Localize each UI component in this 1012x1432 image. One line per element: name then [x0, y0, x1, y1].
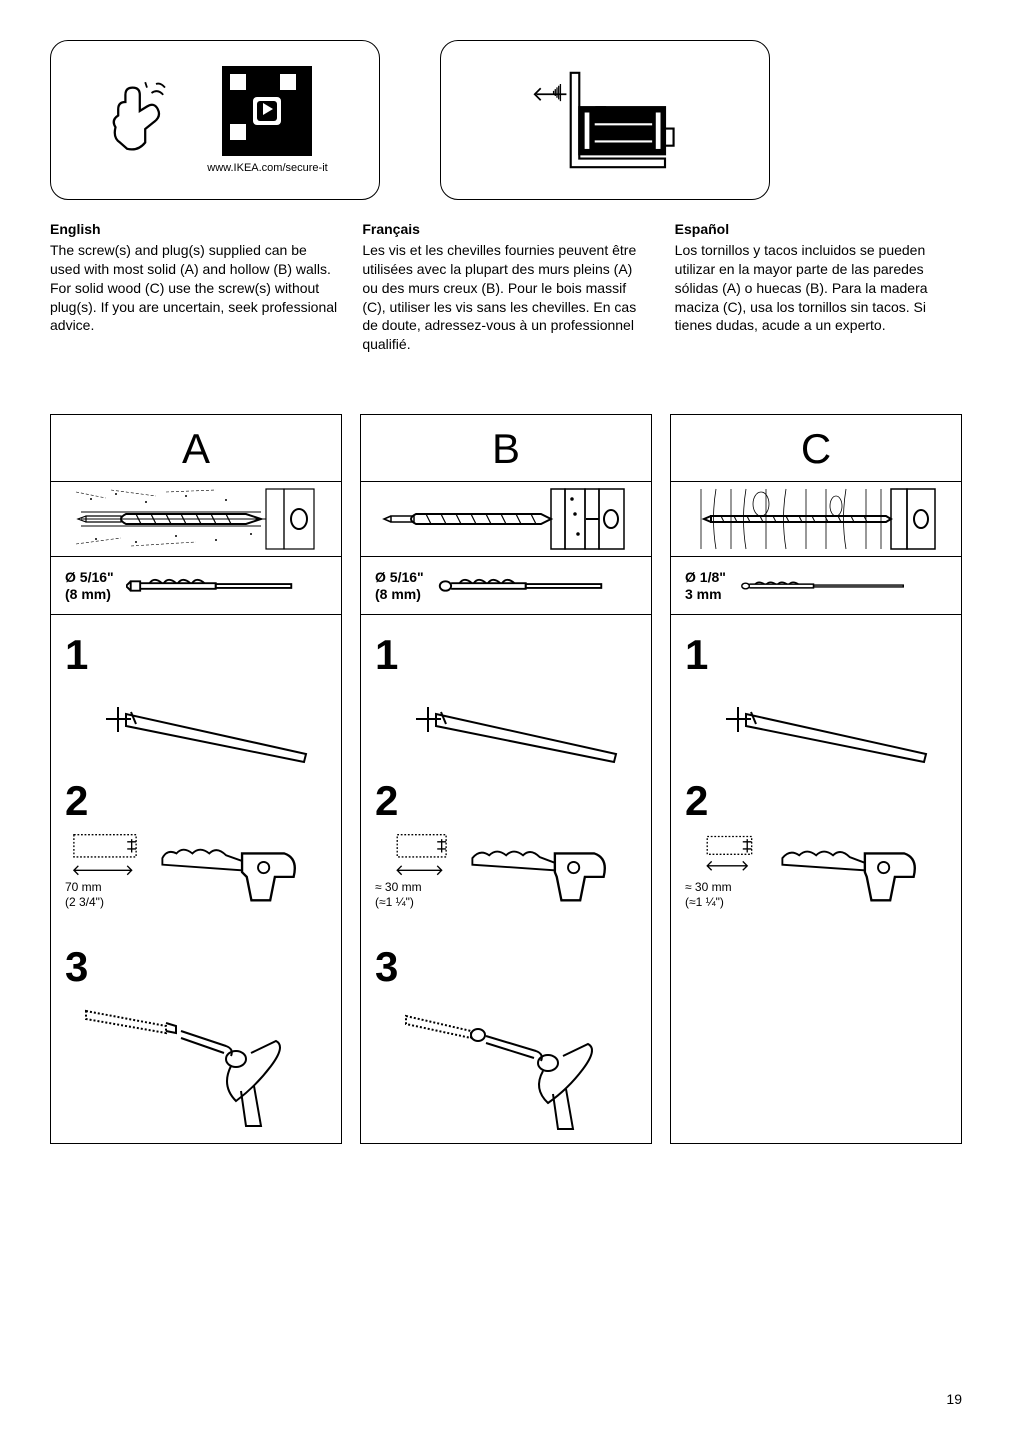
masonry-bit-icon [436, 571, 606, 601]
step-3-hammer-b [375, 991, 637, 1131]
step-3-num-b: 3 [375, 943, 637, 991]
drill-mm-a: (8 mm) [65, 586, 114, 603]
panel-letter-b: B [361, 415, 651, 481]
wall-section-a [51, 481, 341, 556]
column-francais: Français Les vis et les chevilles fourni… [362, 220, 649, 354]
step-1-mark-c [685, 679, 947, 769]
step-2-num-c: 2 [685, 777, 947, 825]
depth-mm-b: ≈ 30 mm [375, 880, 455, 894]
drill-size-a: Ø 5/16" (8 mm) [51, 556, 341, 614]
column-english: English The screw(s) and plug(s) supplie… [50, 220, 337, 354]
depth-in-b: (≈1 ¼") [375, 895, 455, 909]
drill-size-b: Ø 5/16" (8 mm) [361, 556, 651, 614]
depth-mm-c: ≈ 30 mm [685, 880, 765, 894]
drill-size-c: Ø 1/8" 3 mm [671, 556, 961, 614]
depth-in-c: (≈1 ¼") [685, 895, 765, 909]
step-3-hammer-a [65, 991, 327, 1131]
step-2-drill-a: 70 mm (2 3/4") [65, 825, 327, 935]
instruction-text-columns: English The screw(s) and plug(s) supplie… [50, 220, 962, 354]
step-3-num: 3 [65, 943, 327, 991]
wall-section-b [361, 481, 651, 556]
masonry-bit-icon [126, 571, 296, 601]
bracket-diagram-box [440, 40, 770, 200]
wall-section-c [671, 481, 961, 556]
step-2-drill-b: ≈ 30 mm (≈1 ¼") [375, 825, 637, 935]
heading-fr: Français [362, 220, 649, 239]
step-2-drill-c: ≈ 30 mm (≈1 ¼") [685, 825, 947, 935]
panel-letter-a: A [51, 415, 341, 481]
column-espanol: Español Los tornillos y tacos incluidos … [675, 220, 962, 354]
drill-icon [153, 825, 303, 910]
heading-es: Español [675, 220, 962, 239]
step-1-num-b: 1 [375, 631, 637, 679]
body-es: Los tornillos y tacos incluidos se puede… [675, 242, 928, 334]
step-2-num: 2 [65, 777, 327, 825]
drill-mm-b: (8 mm) [375, 586, 424, 603]
body-fr: Les vis et les chevilles fournies peuven… [362, 242, 636, 352]
depth-mm-a: 70 mm [65, 880, 145, 894]
step-1-mark-a [65, 679, 327, 769]
panel-c: C Ø 1/8" 3 mm [670, 414, 962, 1144]
drill-dia-b: Ø 5/16" [375, 569, 424, 586]
step-1-mark-b [375, 679, 637, 769]
qr-info-box: www.IKEA.com/secure-it [50, 40, 380, 200]
qr-url: www.IKEA.com/secure-it [207, 162, 327, 174]
page-number: 19 [946, 1391, 962, 1407]
pointing-hand-icon [102, 75, 192, 165]
drill-icon [463, 825, 613, 910]
heading-en: English [50, 220, 337, 239]
step-1-num: 1 [65, 631, 327, 679]
wall-bracket-icon [515, 60, 695, 180]
wood-bit-icon [738, 575, 908, 597]
drill-icon [773, 825, 923, 910]
panel-b: B Ø 5/16" (8 mm) [360, 414, 652, 1144]
depth-in-a: (2 3/4") [65, 895, 145, 909]
drill-dia-a: Ø 5/16" [65, 569, 114, 586]
panel-a: A [50, 414, 342, 1144]
step-1-num-c: 1 [685, 631, 947, 679]
step-2-num-b: 2 [375, 777, 637, 825]
body-en: The screw(s) and plug(s) supplied can be… [50, 242, 337, 334]
panel-letter-c: C [671, 415, 961, 481]
drill-mm-c: 3 mm [685, 586, 726, 603]
drill-dia-c: Ø 1/8" [685, 569, 726, 586]
qr-code-icon [222, 66, 312, 156]
